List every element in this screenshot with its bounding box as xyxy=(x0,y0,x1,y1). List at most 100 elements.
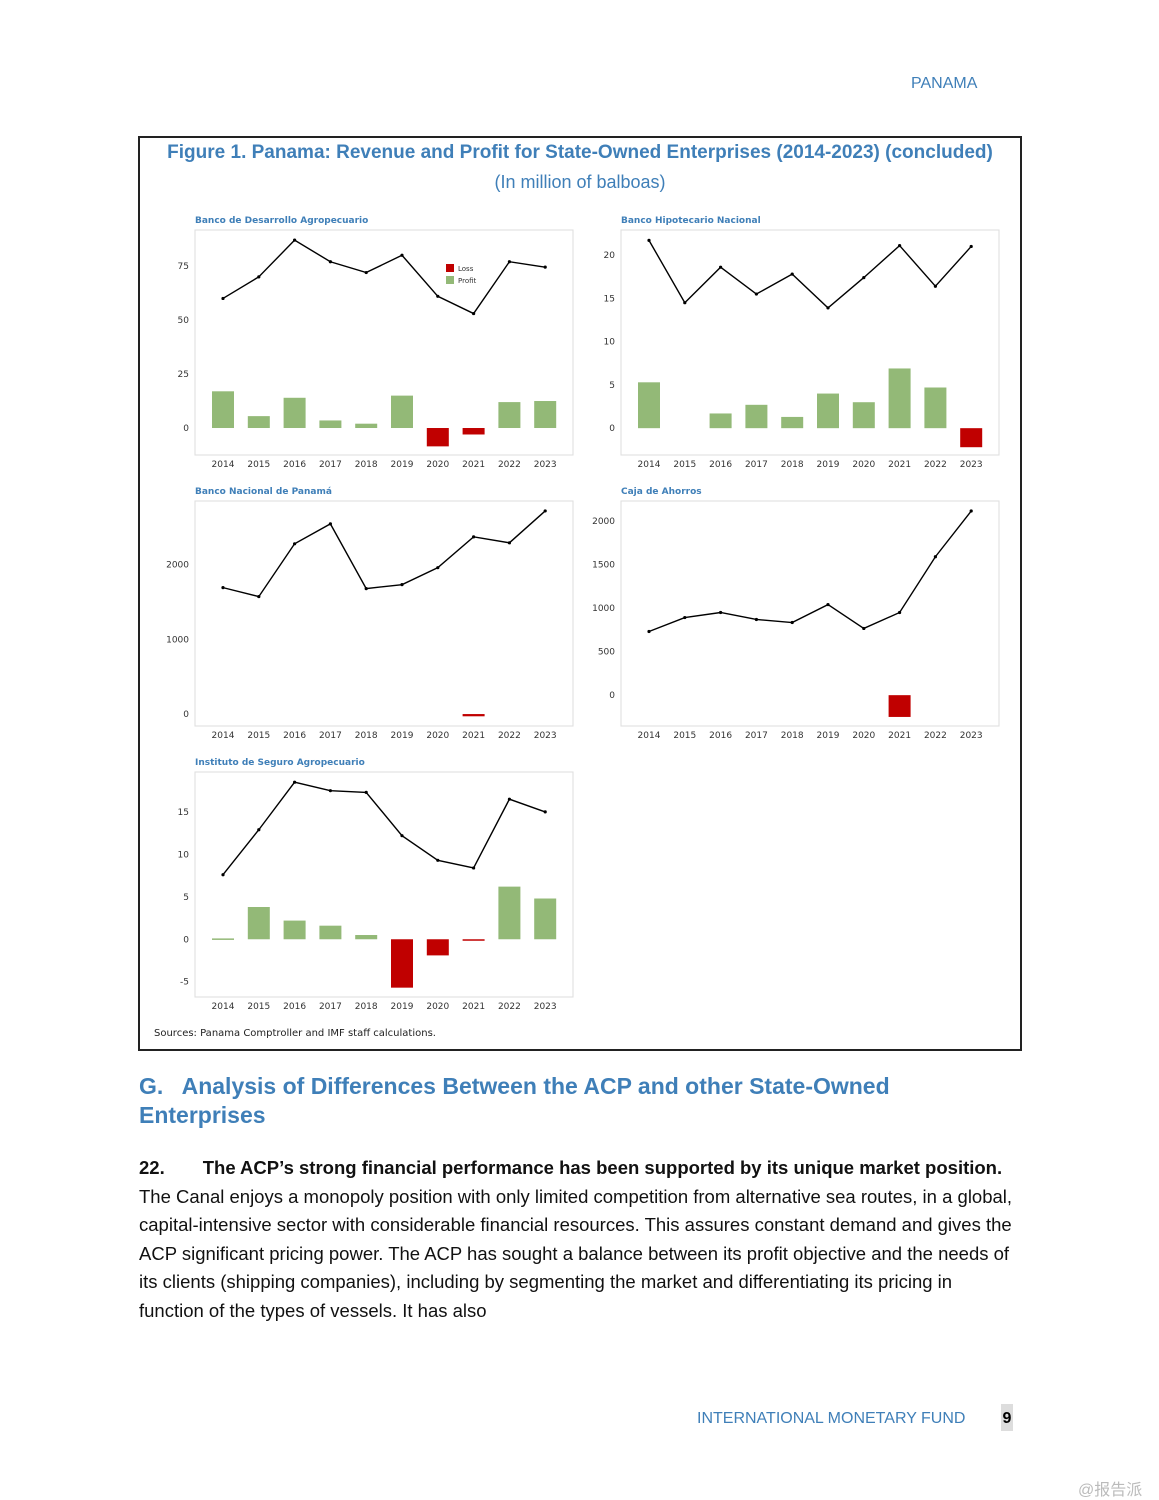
revenue-point xyxy=(719,610,723,615)
revenue-point xyxy=(364,586,368,591)
x-tick-label: 2023 xyxy=(534,1002,557,1012)
x-tick-label: 2018 xyxy=(781,460,804,470)
loss-bar xyxy=(462,714,485,717)
revenue-point xyxy=(543,265,547,269)
chart-svg: 0 1000 2000 2014 2015 2016 2017 2018 2019 2020 202… xyxy=(166,500,574,741)
revenue-point xyxy=(969,509,973,513)
y-tick-label: 15 xyxy=(178,808,189,818)
y-tick-label: 5 xyxy=(609,381,615,391)
revenue-point xyxy=(257,275,261,279)
x-tick-label: 2020 xyxy=(426,460,449,470)
x-tick-label: 2021 xyxy=(462,731,485,741)
chart-svg: 0 25 50 75 2014 2015 2016 2017 2018 2019 2020 2021 2… xyxy=(178,229,574,470)
section-heading: G. Analysis of Differences Between the A… xyxy=(139,1073,897,1128)
x-tick-label: 2021 xyxy=(888,460,911,470)
revenue-point xyxy=(472,311,476,316)
revenue-point xyxy=(328,522,332,526)
x-tick-label: 2022 xyxy=(498,460,521,470)
legend-swatch xyxy=(446,264,454,272)
chart-panel: 0 5 10 15 20 2014 2015 2016 2017 2018 2019 2020 2021… xyxy=(571,212,1011,482)
loss-bar xyxy=(426,428,449,447)
loss-bar xyxy=(888,695,911,717)
chart-title: Instituto de Seguro Agropecuario xyxy=(195,758,365,768)
revenue-point xyxy=(507,541,511,545)
revenue-point xyxy=(221,586,225,590)
legend-swatch xyxy=(446,276,454,284)
revenue-point xyxy=(719,265,723,269)
profit-bar xyxy=(817,393,839,429)
revenue-point xyxy=(257,594,261,599)
revenue-point xyxy=(754,292,758,296)
profit-bar xyxy=(319,420,342,429)
paragraph: 22. The ACP’s strong financial performanc… xyxy=(139,1154,1019,1325)
x-tick-label: 2016 xyxy=(709,460,732,470)
x-tick-label: 2016 xyxy=(709,731,732,741)
watermark: @报告派 xyxy=(1078,1482,1143,1499)
revenue-line xyxy=(648,240,972,309)
paragraph-number: 22. xyxy=(139,1157,165,1178)
revenue-point xyxy=(898,610,902,615)
plot-area xyxy=(194,771,574,998)
x-tick-label: 2019 xyxy=(817,731,840,741)
revenue-point xyxy=(328,789,332,793)
loss-bar xyxy=(426,939,449,956)
x-tick-label: 2023 xyxy=(960,460,983,470)
x-tick-label: 2018 xyxy=(355,1002,378,1012)
profit-bar xyxy=(212,391,234,429)
x-tick-label: 2018 xyxy=(355,731,378,741)
y-tick-label: 10 xyxy=(178,850,190,860)
x-tick-label: 2023 xyxy=(960,731,983,741)
revenue-point xyxy=(933,284,937,288)
x-tick-label: 2021 xyxy=(888,731,911,741)
profit-bar xyxy=(745,404,768,429)
revenue-point xyxy=(683,615,687,620)
page-number: 9 xyxy=(1001,1404,1013,1431)
chart-svg: 0 5 10 15 20 2014 2015 2016 2017 2018 2019 2020 2021… xyxy=(604,229,1000,470)
x-tick-label: 2020 xyxy=(426,731,449,741)
y-tick-label: 5 xyxy=(183,893,189,903)
chart-panel: 0 1000 2000 2014 2015 2016 2017 2018 2019 2020 202… xyxy=(145,483,585,753)
y-tick-label: 0 xyxy=(609,424,615,434)
revenue-point xyxy=(472,866,476,870)
figure-subtitle: (In million of balboas) xyxy=(494,172,666,192)
figure-frame xyxy=(138,136,1022,1051)
profit-bar xyxy=(852,402,875,429)
x-tick-label: 2018 xyxy=(355,460,378,470)
profit-bar xyxy=(534,401,557,429)
x-tick-label: 2014 xyxy=(638,460,661,470)
revenue-point xyxy=(400,834,404,838)
chart-panel: 0 25 50 75 2014 2015 2016 2017 2018 2019 2020 2021 2… xyxy=(145,212,585,482)
x-tick-label: 2017 xyxy=(319,1002,342,1012)
x-tick-label: 2015 xyxy=(247,1002,270,1012)
revenue-point xyxy=(257,828,261,832)
y-tick-label: 75 xyxy=(178,262,189,272)
loss-bar xyxy=(391,939,413,988)
revenue-point xyxy=(826,602,830,607)
revenue-point xyxy=(293,238,297,242)
y-tick-label: 15 xyxy=(604,294,615,304)
revenue-point xyxy=(400,583,404,587)
revenue-point xyxy=(221,296,225,301)
loss-bar xyxy=(462,939,485,941)
chart-panel: 0 500 1000 1500 2000 2014 2015 2016 2017 2018 2019… xyxy=(571,483,1011,753)
x-tick-label: 2017 xyxy=(319,460,342,470)
revenue-point xyxy=(507,797,511,801)
chart-svg: 0 500 1000 1500 2000 2014 2015 2016 2017 2018 2019… xyxy=(592,500,1000,741)
profit-bar xyxy=(212,938,234,940)
revenue-line xyxy=(222,239,546,315)
loss-bar xyxy=(462,428,485,435)
x-tick-label: 2015 xyxy=(247,460,270,470)
x-tick-label: 2022 xyxy=(498,731,521,741)
revenue-line xyxy=(222,510,546,598)
profit-bar xyxy=(638,382,660,429)
revenue-point xyxy=(364,270,368,275)
revenue-line xyxy=(222,781,546,876)
legend-label: Loss xyxy=(458,265,474,273)
profit-bar xyxy=(498,402,521,429)
y-tick-label: 25 xyxy=(178,370,189,380)
x-tick-label: 2017 xyxy=(745,460,768,470)
x-tick-label: 2021 xyxy=(462,460,485,470)
y-tick-label: 50 xyxy=(178,316,190,326)
x-tick-label: 2016 xyxy=(283,460,306,470)
revenue-point xyxy=(933,555,937,559)
